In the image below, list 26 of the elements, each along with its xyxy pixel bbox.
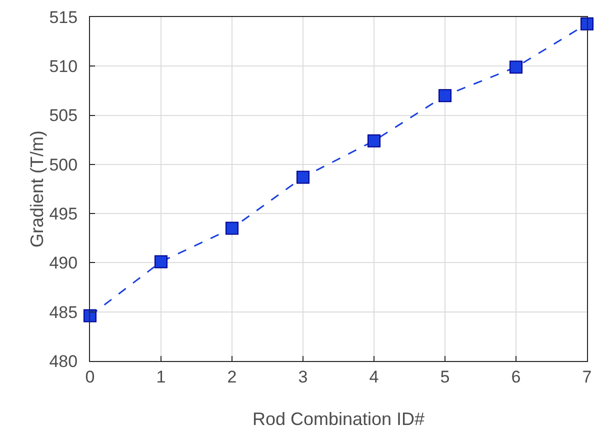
x-tick-label: 3	[298, 367, 308, 386]
x-axis-title: Rod Combination ID#	[252, 409, 425, 429]
x-tick-label: 5	[440, 367, 450, 386]
point	[154, 255, 168, 268]
y-tick-label: 500	[49, 155, 78, 174]
point	[580, 17, 594, 30]
x-tick-label: 4	[369, 367, 379, 386]
x-tick-label: 0	[85, 367, 95, 386]
point	[510, 60, 522, 74]
y-tick-label: 505	[49, 106, 78, 126]
y-tick-label: 480	[49, 352, 78, 371]
y-tick-label: 510	[49, 57, 78, 76]
y-tick-label: 490	[49, 254, 78, 273]
y-tick-label: 485	[49, 302, 78, 322]
point	[438, 89, 452, 102]
point	[296, 170, 310, 184]
point	[84, 309, 96, 322]
x-tick-label: 1	[156, 367, 166, 386]
x-tick-label: 7	[582, 367, 592, 386]
point	[226, 222, 238, 235]
y-axis-title: Gradient (T/m)	[27, 130, 48, 248]
y-tick-label: 515	[49, 8, 78, 27]
y-tick-label: 495	[49, 204, 78, 224]
x-tick-label: 6	[511, 367, 521, 386]
x-tick-label: 2	[227, 367, 237, 386]
point	[368, 134, 380, 148]
